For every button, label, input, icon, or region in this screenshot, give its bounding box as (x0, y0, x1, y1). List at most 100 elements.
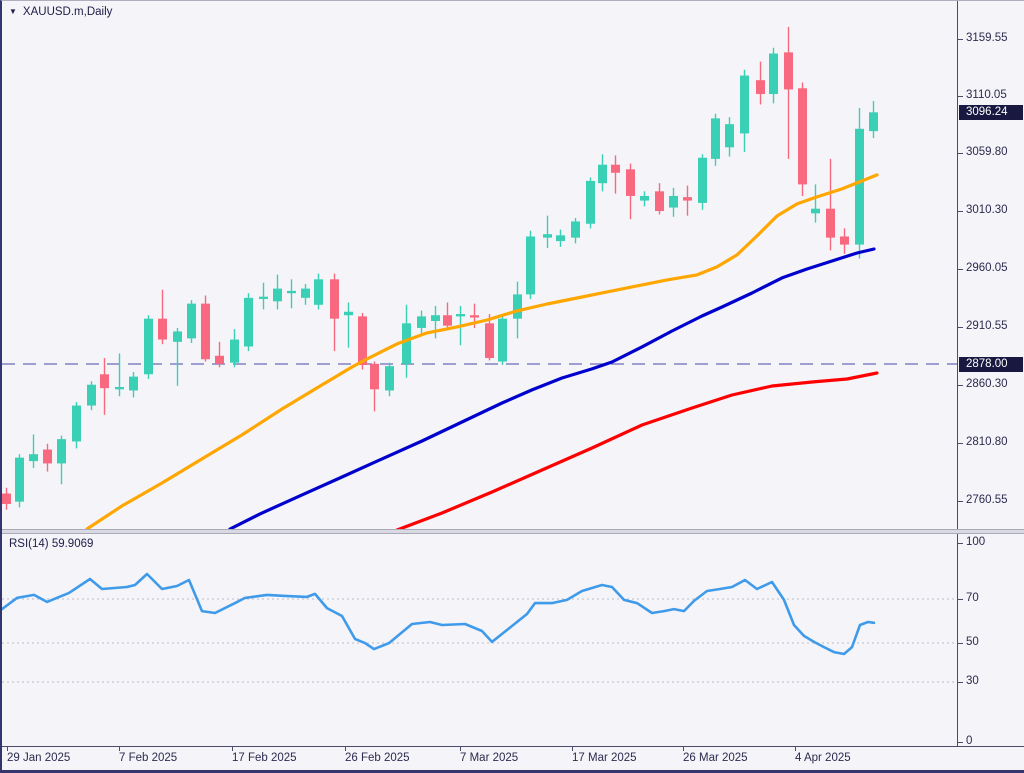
bear-candle[interactable] (798, 88, 807, 185)
bull-candle[interactable] (571, 221, 580, 238)
fast-ma-line[interactable] (85, 173, 879, 529)
bear-candle[interactable] (826, 208, 835, 238)
bear-candle[interactable] (784, 52, 793, 90)
bull-candle[interactable] (72, 405, 81, 442)
bear-candle[interactable] (470, 315, 479, 318)
bear-candle[interactable] (201, 303, 210, 360)
bull-candle[interactable] (259, 296, 268, 300)
date-axis-label: 26 Mar 2025 (683, 752, 748, 764)
price-axis-tick (958, 327, 963, 328)
bull-candle[interactable] (115, 387, 124, 390)
price-axis-tick (958, 96, 963, 97)
bear-candle[interactable] (611, 164, 620, 173)
bull-candle[interactable] (869, 112, 878, 132)
bull-candle[interactable] (769, 53, 778, 95)
rsi-indicator-label: RSI(14) 59.9069 (9, 538, 94, 550)
candlestick-chart[interactable] (2, 1, 957, 529)
rsi-line[interactable] (2, 572, 876, 656)
bull-candle[interactable] (57, 439, 66, 464)
bull-candle[interactable] (385, 366, 394, 391)
date-axis-tick (119, 746, 120, 751)
bull-candle[interactable] (15, 457, 24, 502)
bull-candle[interactable] (129, 376, 138, 391)
bull-candle[interactable] (314, 279, 323, 305)
date-axis-tick (795, 746, 796, 751)
bear-candle[interactable] (626, 169, 635, 196)
bull-candle[interactable] (244, 297, 253, 347)
bear-candle[interactable] (330, 279, 339, 319)
bull-candle[interactable] (586, 180, 595, 224)
bull-candle[interactable] (431, 315, 440, 322)
bear-candle[interactable] (485, 323, 494, 359)
price-chart-panel[interactable]: ▼ XAUUSD.m,Daily (2, 1, 957, 529)
bull-candle[interactable] (301, 288, 310, 298)
price-axis-label: 3159.55 (966, 32, 1008, 44)
bull-candle[interactable] (273, 288, 282, 302)
bull-candle[interactable] (598, 164, 607, 184)
bull-candle[interactable] (811, 208, 820, 214)
rsi-axis-label: 70 (966, 592, 979, 604)
rsi-axis-label: 0 (966, 735, 973, 747)
bull-candle[interactable] (543, 234, 552, 238)
bull-candle[interactable] (526, 236, 535, 295)
bull-candle[interactable] (287, 290, 296, 294)
bear-candle[interactable] (2, 493, 11, 504)
symbol-label[interactable]: ▼ XAUUSD.m,Daily (9, 6, 112, 18)
bull-candle[interactable] (498, 318, 507, 362)
bull-candle[interactable] (855, 128, 864, 245)
bull-candle[interactable] (187, 303, 196, 339)
rsi-chart[interactable] (2, 534, 957, 746)
mid-ma-line[interactable] (228, 247, 876, 529)
price-axis-label: 2760.55 (966, 494, 1008, 506)
price-axis-tick (958, 501, 963, 502)
bull-candle[interactable] (556, 235, 565, 242)
bull-candle[interactable] (344, 311, 353, 316)
bull-candle[interactable] (29, 454, 38, 462)
date-axis-label: 29 Jan 2025 (7, 752, 71, 764)
bear-candle[interactable] (215, 355, 224, 364)
bear-candle[interactable] (358, 316, 367, 366)
rsi-axis-tick (958, 643, 963, 644)
bull-candle[interactable] (725, 124, 734, 148)
current-price-tag[interactable]: 3096.24 (959, 105, 1023, 120)
level-price-tag[interactable]: 2878.00 (959, 357, 1023, 372)
date-axis-tick (7, 746, 8, 751)
bear-candle[interactable] (655, 191, 664, 212)
rsi-panel[interactable]: RSI(14) 59.9069 (2, 534, 957, 746)
panel-divider[interactable] (2, 529, 1024, 534)
bull-candle[interactable] (417, 316, 426, 328)
price-axis-label: 2810.80 (966, 436, 1008, 448)
rsi-axis-label: 100 (966, 536, 986, 548)
bull-candle[interactable] (640, 195, 649, 201)
date-axis-label: 17 Mar 2025 (572, 752, 637, 764)
bull-candle[interactable] (513, 294, 522, 319)
bull-candle[interactable] (456, 314, 465, 317)
rsi-axis-label: 50 (966, 636, 979, 648)
rsi-axis-tick (958, 599, 963, 600)
bull-candle[interactable] (87, 384, 96, 406)
bull-candle[interactable] (230, 339, 239, 363)
bull-candle[interactable] (669, 195, 678, 208)
bear-candle[interactable] (43, 449, 52, 464)
bear-candle[interactable] (370, 363, 379, 390)
price-axis-label: 3010.30 (966, 204, 1008, 216)
bull-candle[interactable] (144, 318, 153, 375)
slow-ma-line[interactable] (395, 371, 879, 529)
bear-candle[interactable] (683, 197, 692, 201)
price-axis-tick (958, 385, 963, 386)
bull-candle[interactable] (711, 118, 720, 159)
price-axis-label: 2860.30 (966, 378, 1008, 390)
price-axis[interactable]: 3159.55 3110.05 3059.80 3010.30 2960.05 2910.… (957, 1, 1024, 747)
date-axis[interactable]: 29 Jan 2025 7 Feb 2025 17 Feb 2025 26 Feb 2… (2, 746, 1024, 770)
dropdown-icon[interactable]: ▼ (9, 7, 17, 16)
price-axis-tick (958, 269, 963, 270)
bear-candle[interactable] (100, 374, 109, 389)
bear-candle[interactable] (756, 80, 765, 95)
bear-candle[interactable] (840, 236, 849, 245)
bull-candle[interactable] (173, 331, 182, 342)
bear-candle[interactable] (158, 318, 167, 340)
bear-candle[interactable] (443, 315, 452, 326)
bull-candle[interactable] (402, 323, 411, 364)
bull-candle[interactable] (698, 157, 707, 203)
bull-candle[interactable] (740, 75, 749, 134)
